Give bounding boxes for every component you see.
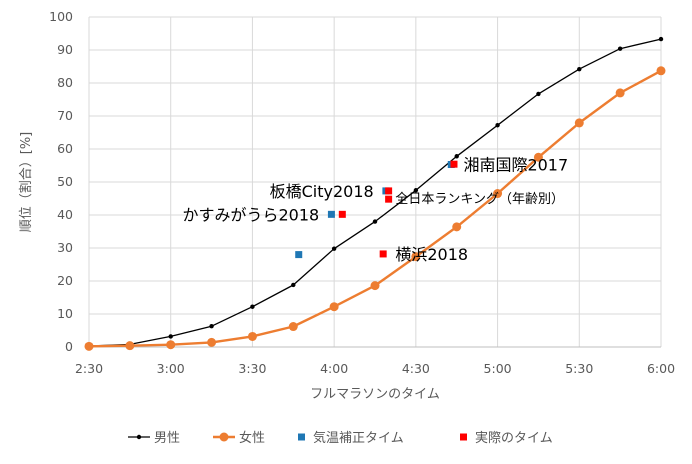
series-1 <box>84 66 666 351</box>
legend-label: 男性 <box>154 431 180 446</box>
data-point <box>295 251 303 259</box>
data-point <box>411 252 421 262</box>
legend-marker <box>136 434 142 440</box>
data-point <box>385 187 393 195</box>
legend-marker <box>219 432 229 442</box>
y-tick-label: 70 <box>57 108 73 123</box>
data-point <box>577 66 582 72</box>
data-point <box>329 302 339 312</box>
y-tick-label: 20 <box>57 273 73 288</box>
data-point <box>450 160 458 168</box>
y-tick-label: 40 <box>57 207 73 222</box>
series <box>84 36 666 351</box>
y-tick-label: 30 <box>57 240 73 255</box>
x-tick-label: 5:30 <box>565 361 593 376</box>
x-tick-label: 2:30 <box>75 361 103 376</box>
annotation-label: 全日本ランキング（年齢別） <box>395 191 564 207</box>
data-point <box>168 334 173 339</box>
legend-item-0: 男性 <box>128 431 180 446</box>
legend-item-3: 実際のタイム <box>460 430 553 446</box>
gridlines <box>88 16 662 348</box>
y-tick-label: 50 <box>57 174 73 189</box>
x-tick-label: 4:30 <box>402 361 430 376</box>
data-point <box>291 282 296 288</box>
data-point <box>656 66 666 76</box>
data-point <box>372 219 378 224</box>
annotation-label: 横浜2018 <box>395 245 468 264</box>
x-tick-label: 5:00 <box>484 361 512 376</box>
series-line <box>88 69 662 348</box>
data-point <box>166 340 176 350</box>
data-point <box>658 36 664 42</box>
data-point <box>288 322 298 332</box>
legend-label: 気温補正タイム <box>313 430 404 446</box>
annotation-label: 湘南国際2017 <box>463 156 568 175</box>
y-tick-label: 60 <box>57 141 73 156</box>
x-axis-title: フルマラソンのタイム <box>310 387 440 402</box>
data-point <box>493 189 503 199</box>
data-point <box>327 210 335 218</box>
tick-labels: 0 10 20 30 40 50 60 70 80 90 100 2:30 3:00 3:30 4:00 4:… <box>49 9 675 376</box>
data-point <box>574 118 584 128</box>
data-point <box>370 281 380 291</box>
y-tick-label: 100 <box>49 9 73 24</box>
data-point <box>536 91 541 97</box>
legend-marker <box>460 433 467 441</box>
annotation-label: 板橋City2018 <box>270 182 374 201</box>
annotations: 湘南国際2017 板橋City2018 全日本ランキング（年齢別） かすみがうら201… <box>183 156 569 264</box>
data-point <box>533 152 543 162</box>
series-3 <box>338 160 458 258</box>
data-point <box>84 341 94 351</box>
data-point <box>495 123 500 128</box>
data-point <box>454 154 459 159</box>
y-tick-label: 0 <box>65 339 73 354</box>
data-point <box>209 324 214 329</box>
x-tick-label: 6:00 <box>647 361 675 376</box>
data-point <box>452 222 462 232</box>
data-point <box>207 337 217 347</box>
data-point <box>615 88 625 98</box>
data-point <box>250 304 255 309</box>
x-tick-label: 4:00 <box>320 361 348 376</box>
y-axis-title: 順位（割合）[%] <box>18 132 34 233</box>
series-0 <box>86 36 664 349</box>
data-point <box>338 210 346 218</box>
data-point <box>247 331 257 341</box>
y-tick-label: 80 <box>57 75 73 90</box>
data-point <box>379 250 387 258</box>
annotation-label: かすみがうら2018 <box>183 205 320 224</box>
legend-label: 女性 <box>239 430 265 446</box>
x-tick-label: 3:30 <box>238 361 266 376</box>
data-point <box>125 341 135 351</box>
series-line <box>88 38 662 347</box>
data-point <box>617 46 623 51</box>
data-point <box>331 246 337 251</box>
y-tick-label: 10 <box>57 306 73 321</box>
legend-marker <box>298 433 305 441</box>
legend-item-2: 気温補正タイム <box>298 430 404 446</box>
legend-label: 実際のタイム <box>475 430 553 446</box>
data-point <box>385 195 393 203</box>
data-point <box>413 188 419 193</box>
legend: 男性 女性 気温補正タイム 実際のタイム <box>128 430 553 446</box>
x-tick-label: 3:00 <box>157 361 185 376</box>
y-tick-label: 90 <box>57 42 73 57</box>
legend-item-1: 女性 <box>213 430 265 446</box>
